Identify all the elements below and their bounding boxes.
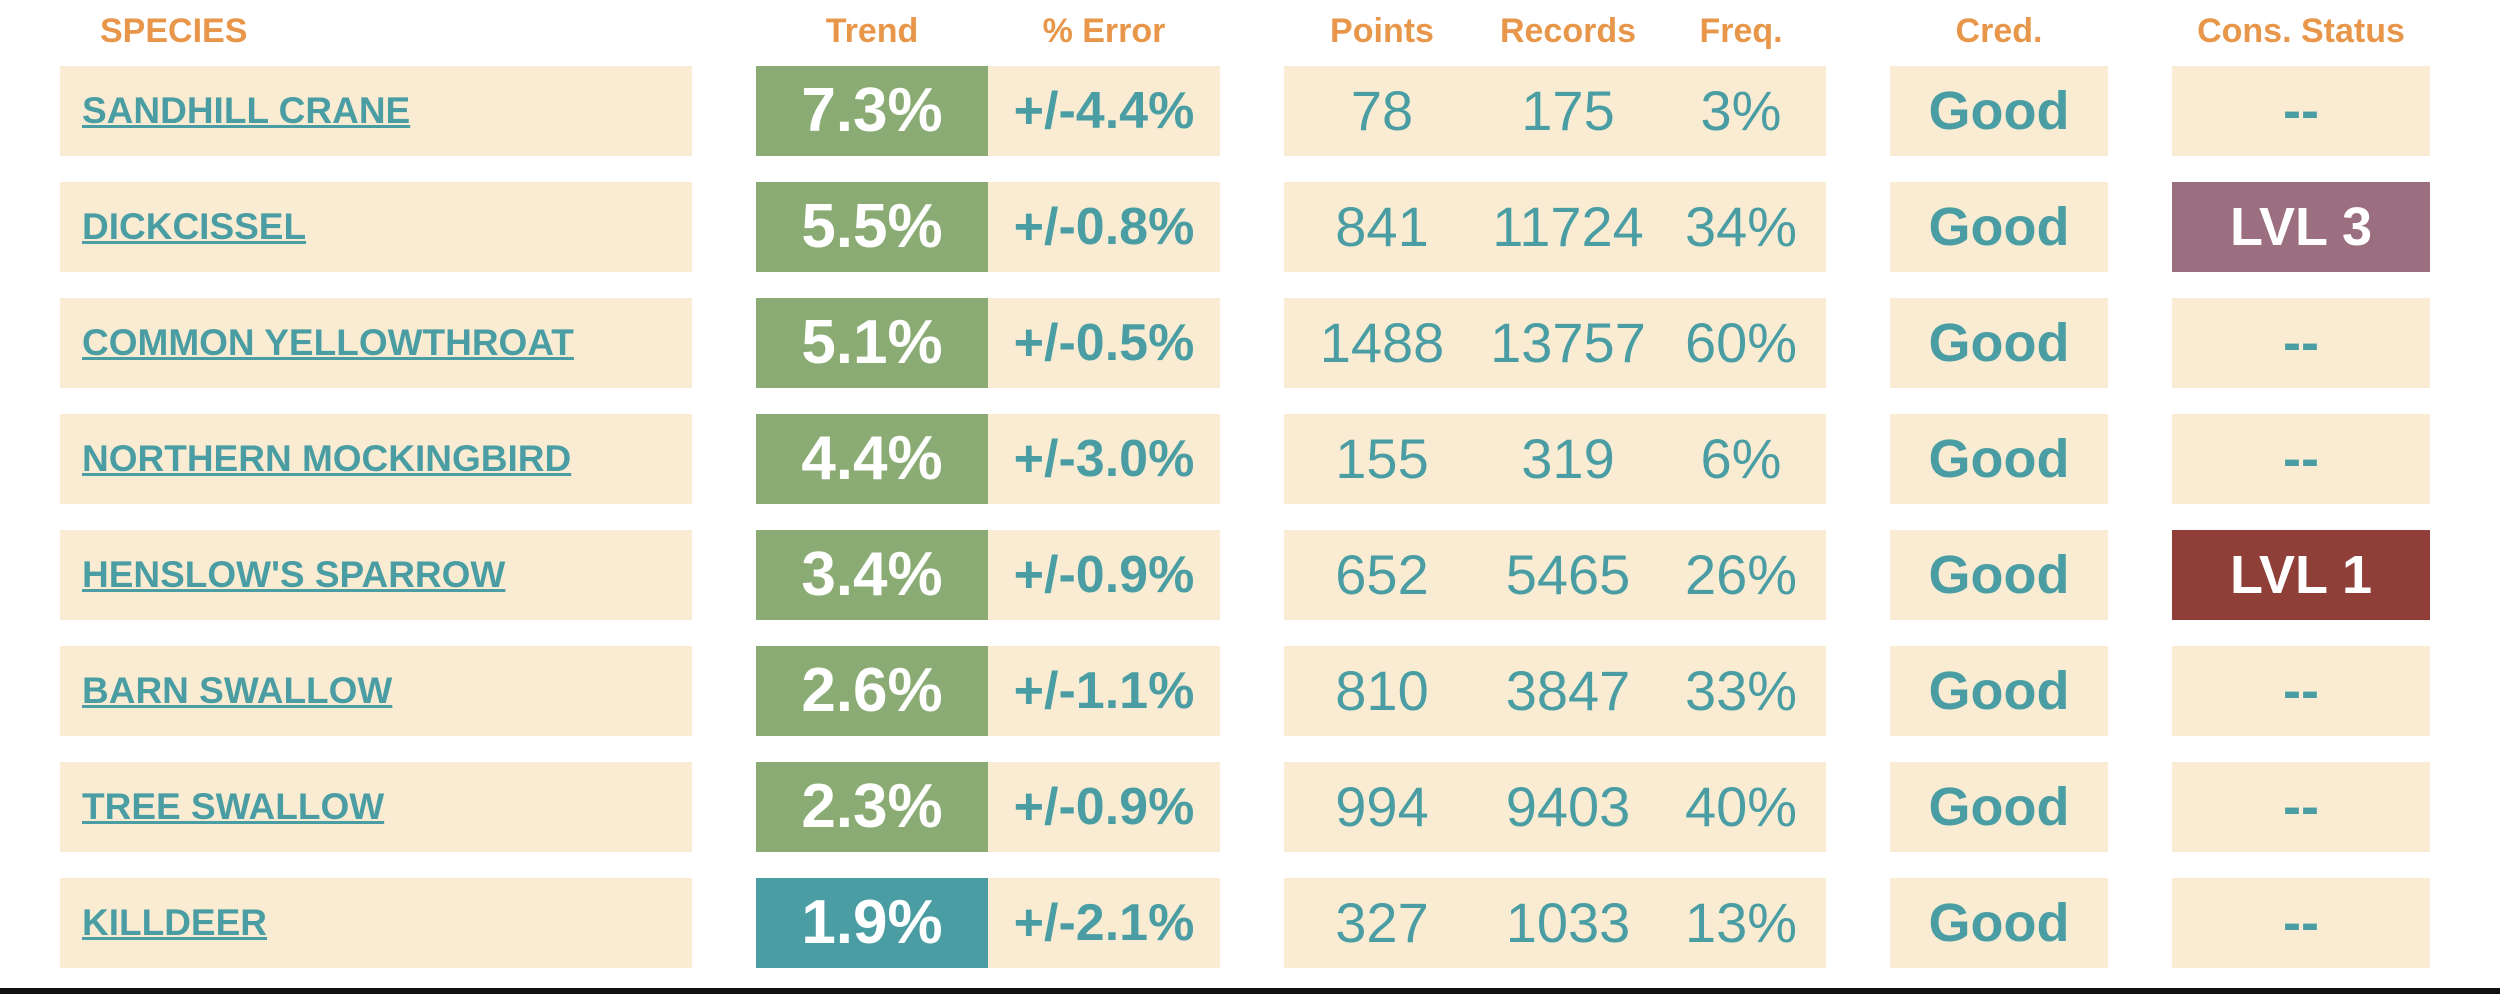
credibility-value: Good <box>1890 878 2108 968</box>
conservation-status-badge: -- <box>2172 66 2430 156</box>
points-value: 78 <box>1350 79 1414 142</box>
species-link[interactable]: KILLDEER <box>60 878 692 968</box>
stats-block <box>1284 878 1826 968</box>
trend-value: 7.3% <box>756 66 988 156</box>
header-species: SPECIES <box>100 12 248 50</box>
stats-block <box>1284 182 1826 272</box>
species-link[interactable]: TREE SWALLOW <box>60 762 692 852</box>
header-cred: Cred. <box>1955 12 2043 50</box>
conservation-status-badge: -- <box>2172 762 2430 852</box>
species-link[interactable]: COMMON YELLOWTHROAT <box>60 298 692 388</box>
trend-value: 5.1% <box>756 298 988 388</box>
error-value: +/-0.8% <box>988 182 1220 272</box>
species-link[interactable]: BARN SWALLOW <box>60 646 692 736</box>
table-row: KILLDEER 1.9% +/-2.1% 327 1033 13% Good -- <box>0 878 2500 968</box>
conservation-status-badge: -- <box>2172 414 2430 504</box>
trend-value: 1.9% <box>756 878 988 968</box>
error-value: +/-2.1% <box>988 878 1220 968</box>
freq-value: 33% <box>1684 659 1798 722</box>
credibility-value: Good <box>1890 530 2108 620</box>
trend-value: 2.3% <box>756 762 988 852</box>
freq-value: 60% <box>1684 311 1798 374</box>
points-value: 1488 <box>1319 311 1445 374</box>
error-value: +/-4.4% <box>988 66 1220 156</box>
header-points: Points <box>1330 12 1434 50</box>
points-value: 994 <box>1335 775 1429 838</box>
points-value: 841 <box>1335 195 1429 258</box>
credibility-value: Good <box>1890 646 2108 736</box>
records-value: 319 <box>1521 427 1615 490</box>
stats-block <box>1284 530 1826 620</box>
freq-value: 34% <box>1684 195 1798 258</box>
table-row: NORTHERN MOCKINGBIRD 4.4% +/-3.0% 155 319 6% G… <box>0 414 2500 504</box>
credibility-value: Good <box>1890 182 2108 272</box>
trend-value: 2.6% <box>756 646 988 736</box>
table-row: SANDHILL CRANE 7.3% +/-4.4% 78 175 3% Good -- <box>0 66 2500 156</box>
error-value: +/-0.9% <box>988 762 1220 852</box>
table-row: HENSLOW'S SPARROW 3.4% +/-0.9% 652 5465 26% Go… <box>0 530 2500 620</box>
bottom-divider <box>0 988 2500 994</box>
error-value: +/-1.1% <box>988 646 1220 736</box>
species-link[interactable]: DICKCISSEL <box>60 182 692 272</box>
table-row: COMMON YELLOWTHROAT 5.1% +/-0.5% 1488 13757 6… <box>0 298 2500 388</box>
trend-value: 4.4% <box>756 414 988 504</box>
stats-block <box>1284 646 1826 736</box>
freq-value: 40% <box>1684 775 1798 838</box>
table-row: TREE SWALLOW 2.3% +/-0.9% 994 9403 40% Good -- <box>0 762 2500 852</box>
freq-value: 6% <box>1700 427 1782 490</box>
points-value: 327 <box>1335 891 1429 954</box>
records-value: 1033 <box>1505 891 1631 954</box>
records-value: 5465 <box>1505 543 1631 606</box>
credibility-value: Good <box>1890 414 2108 504</box>
points-value: 652 <box>1335 543 1429 606</box>
species-link[interactable]: NORTHERN MOCKINGBIRD <box>60 414 692 504</box>
conservation-status-badge: -- <box>2172 878 2430 968</box>
freq-value: 3% <box>1700 79 1782 142</box>
table-row: DICKCISSEL 5.5% +/-0.8% 841 11724 34% Good LVL … <box>0 182 2500 272</box>
header-error: % Error <box>1042 12 1166 50</box>
header-freq: Freq. <box>1699 12 1783 50</box>
trend-value: 3.4% <box>756 530 988 620</box>
conservation-status-badge: LVL 1 <box>2172 530 2430 620</box>
records-value: 9403 <box>1505 775 1631 838</box>
header-records: Records <box>1499 12 1637 50</box>
credibility-value: Good <box>1890 762 2108 852</box>
records-value: 175 <box>1521 79 1615 142</box>
points-value: 155 <box>1335 427 1429 490</box>
freq-value: 26% <box>1684 543 1798 606</box>
records-value: 3847 <box>1505 659 1631 722</box>
species-link[interactable]: SANDHILL CRANE <box>60 66 692 156</box>
stats-block <box>1284 66 1826 156</box>
error-value: +/-0.9% <box>988 530 1220 620</box>
error-value: +/-3.0% <box>988 414 1220 504</box>
points-value: 810 <box>1335 659 1429 722</box>
stats-block <box>1284 298 1826 388</box>
records-value: 13757 <box>1490 311 1646 374</box>
trend-value: 5.5% <box>756 182 988 272</box>
records-value: 11724 <box>1492 195 1644 258</box>
stats-block <box>1284 762 1826 852</box>
header-cons-status: Cons. Status <box>2197 12 2405 50</box>
error-value: +/-0.5% <box>988 298 1220 388</box>
freq-value: 13% <box>1684 891 1798 954</box>
credibility-value: Good <box>1890 66 2108 156</box>
stats-block <box>1284 414 1826 504</box>
conservation-status-badge: -- <box>2172 298 2430 388</box>
species-link[interactable]: HENSLOW'S SPARROW <box>60 530 692 620</box>
conservation-status-badge: -- <box>2172 646 2430 736</box>
table-row: BARN SWALLOW 2.6% +/-1.1% 810 3847 33% Good -- <box>0 646 2500 736</box>
conservation-status-badge: LVL 3 <box>2172 182 2430 272</box>
header-trend: Trend <box>825 12 919 50</box>
credibility-value: Good <box>1890 298 2108 388</box>
